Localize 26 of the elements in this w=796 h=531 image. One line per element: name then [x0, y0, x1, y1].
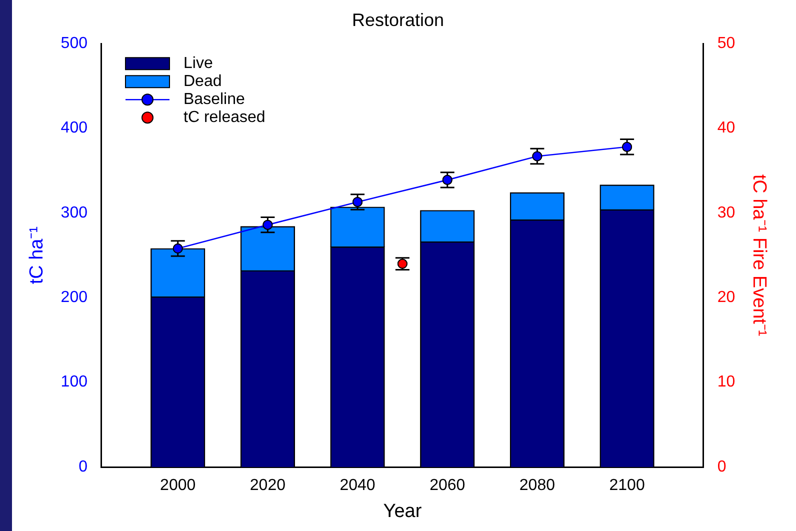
legend-label: Live: [183, 55, 213, 72]
y2-axis-title: tC ha⁻¹ Fire Event⁻¹: [748, 174, 770, 336]
y-tick-label: 500: [60, 35, 88, 52]
y2-tick-label: 30: [717, 204, 736, 222]
legend-label: tC released: [183, 109, 266, 126]
x-tick-label: 2060: [430, 477, 466, 494]
y-tick-label: 400: [60, 120, 88, 137]
y-tick-label: 0: [78, 458, 88, 476]
x-tick-label: 2100: [609, 477, 645, 494]
y-axis-title: tC ha⁻¹: [26, 226, 48, 284]
y2-tick-label: 20: [717, 289, 736, 306]
chart-title: Restoration: [352, 10, 444, 30]
x-tick-label: 2080: [519, 477, 556, 494]
x-tick-label: 2000: [160, 477, 196, 494]
x-tick-label: 2020: [250, 477, 286, 494]
y2-tick-label: 10: [717, 374, 736, 391]
y2-tick-label: 40: [717, 120, 736, 137]
y2-tick-label: 50: [717, 35, 736, 52]
y-tick-label: 200: [60, 289, 88, 306]
legend-label: Dead: [183, 73, 222, 90]
legend-label: Baseline: [183, 91, 245, 108]
y2-tick-label: 0: [717, 458, 726, 476]
y-tick-label: 300: [60, 204, 88, 222]
x-axis-title: Year: [383, 500, 422, 522]
y-tick-label: 100: [60, 374, 88, 391]
x-tick-label: 2040: [340, 477, 376, 494]
